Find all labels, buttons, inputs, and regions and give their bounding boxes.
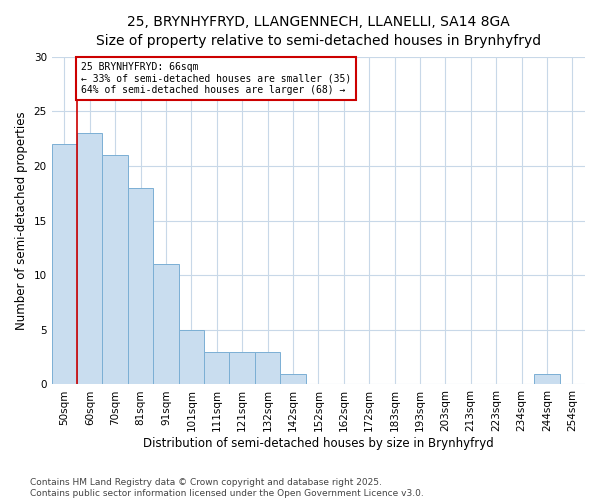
Bar (229, 352, 255, 384)
Bar (52, 144, 77, 384)
X-axis label: Distribution of semi-detached houses by size in Brynhyfryd: Distribution of semi-detached houses by … (143, 437, 494, 450)
Bar (103, 155, 128, 384)
Bar (128, 188, 153, 384)
Bar (179, 330, 204, 384)
Bar (204, 352, 229, 384)
Bar (77, 133, 103, 384)
Text: Contains HM Land Registry data © Crown copyright and database right 2025.
Contai: Contains HM Land Registry data © Crown c… (30, 478, 424, 498)
Y-axis label: Number of semi-detached properties: Number of semi-detached properties (15, 111, 28, 330)
Text: 25 BRYNHYFRYD: 66sqm
← 33% of semi-detached houses are smaller (35)
64% of semi-: 25 BRYNHYFRYD: 66sqm ← 33% of semi-detac… (81, 62, 351, 96)
Bar (153, 264, 179, 384)
Title: 25, BRYNHYFRYD, LLANGENNECH, LLANELLI, SA14 8GA
Size of property relative to sem: 25, BRYNHYFRYD, LLANGENNECH, LLANELLI, S… (96, 15, 541, 48)
Bar (534, 374, 560, 384)
Bar (280, 374, 305, 384)
Bar (255, 352, 280, 384)
